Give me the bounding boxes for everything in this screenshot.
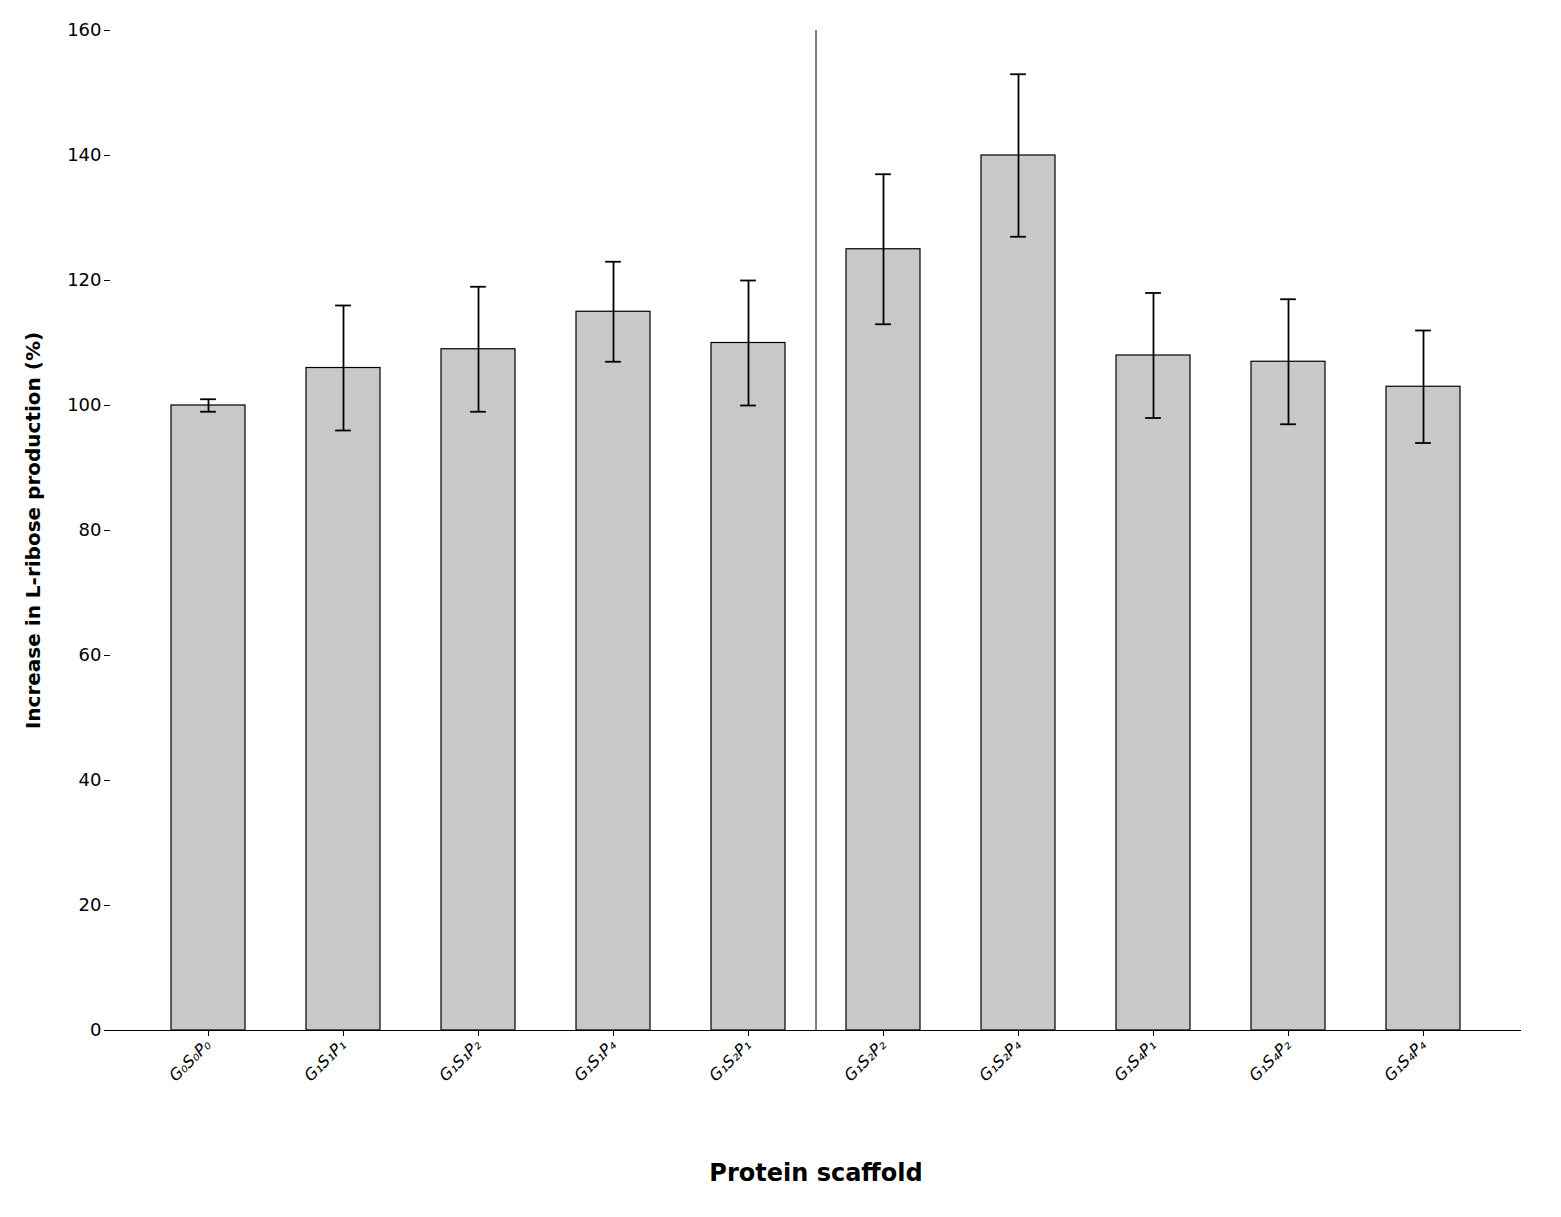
svg-text:G₁S₄P₂: G₁S₄P₂ [1245,1035,1295,1085]
svg-text:20: 20 [79,894,102,915]
svg-text:G₁S₁P₂: G₁S₁P₂ [435,1035,485,1085]
svg-text:G₁S₁P₁: G₁S₁P₁ [300,1035,350,1085]
svg-text:0: 0 [90,1019,101,1040]
svg-text:G₁S₂P₁: G₁S₂P₁ [705,1035,755,1085]
svg-text:G₁S₄P₁: G₁S₄P₁ [1110,1035,1160,1085]
svg-text:G₁S₂P₂: G₁S₂P₂ [840,1035,890,1085]
svg-text:160: 160 [67,19,101,40]
svg-text:Protein scaffold: Protein scaffold [709,1159,922,1187]
svg-text:100: 100 [67,394,101,415]
svg-text:G₁S₁P₄: G₁S₁P₄ [570,1035,620,1085]
svg-text:Increase in L-ribose productio: Increase in L-ribose production (%) [21,332,45,729]
svg-text:40: 40 [79,769,102,790]
svg-text:G₀S₀P₀: G₀S₀P₀ [165,1035,215,1085]
svg-text:G₁S₂P₄: G₁S₂P₄ [975,1035,1025,1085]
svg-text:120: 120 [67,269,101,290]
svg-text:60: 60 [79,644,102,665]
svg-text:80: 80 [79,519,102,540]
svg-text:G₁S₄P₄: G₁S₄P₄ [1380,1035,1430,1085]
svg-text:140: 140 [67,144,101,165]
